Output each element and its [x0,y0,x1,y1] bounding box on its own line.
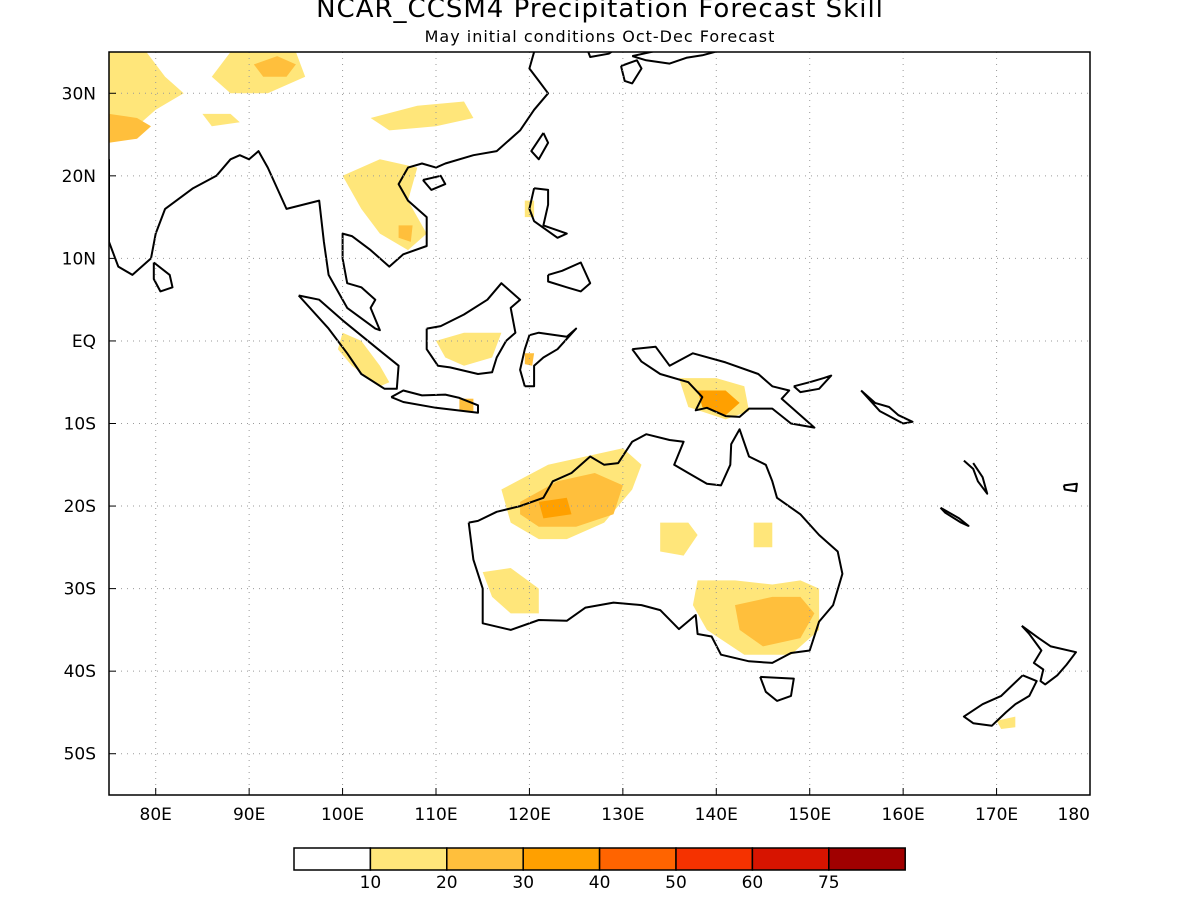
skill-region-new-zealand-spot [996,716,1016,729]
coastline-sri-lanka [152,261,174,293]
tick-label-lat: 30S [64,580,96,600]
coastline-new-guinea-coast [631,345,816,429]
tick-label-lon: 80E [140,805,172,825]
skill-region-sulawesi-spot [524,353,535,366]
colorbar-swatch [751,847,830,871]
coastline-nz-south [962,674,1038,727]
skill-region-tibet-west-core [253,56,296,77]
skill-region-india-north-core [109,113,151,143]
coastline-new-caledonia [939,506,970,527]
colorbar-swatch [446,847,524,871]
skill-region-australia-southwest [482,568,539,614]
tick-label-lon: 160E [882,805,925,825]
tick-label-lat: 10N [62,249,96,269]
colorbar-label: 40 [589,873,611,893]
plot-frame [108,51,1091,796]
coastline-india-coast [109,52,550,332]
skill-region-borneo-south [436,332,502,366]
colorbar-label: 10 [360,873,382,893]
tick-label-lat: 20S [64,497,96,517]
tick-label-lon: 100E [321,805,364,825]
tick-label-lon: 120E [508,805,551,825]
tick-label-lat: 20N [62,167,96,187]
tick-label-lat: 50S [64,745,96,765]
skill-region-australia-east-strip [660,522,698,556]
skill-region-india-north [109,52,184,135]
tick-label-lat: 30N [62,84,96,104]
colorbar-label: 75 [818,873,840,893]
colorbar-swatch [675,847,754,871]
tick-label-lon: 180 [1058,805,1090,825]
colorbar-swatch [522,847,601,871]
skill-region-australia-east-strip2 [753,522,773,548]
coastline-new-britain [793,374,833,394]
tick-label-lon: 130E [601,805,644,825]
coastline-nz-north [1021,624,1077,686]
colorbar-label: 30 [512,873,534,893]
tick-label-lat: EQ [72,332,96,352]
colorbar-swatch [598,847,677,871]
tick-label-lon: 110E [414,805,457,825]
colorbar-legend: 10 20 30 40 50 60 75 [293,847,906,893]
coastline-sulawesi [519,327,578,388]
tick-label-lon: 150E [788,805,831,825]
tick-label-lon: 170E [975,805,1018,825]
colorbar-label: 50 [665,873,687,893]
coastline-sumatra-coast [297,294,400,390]
coastline-vanuatu [963,459,989,495]
coastline-japan-honshu [631,52,718,65]
coastline-hainan [422,174,447,191]
skill-region-sumatra [337,332,390,387]
skill-region-tibet-west [211,52,306,94]
coastline-luzon [528,187,568,239]
colorbar-label: 60 [742,873,764,893]
skill-region-australia-northwest-peak [538,497,572,519]
coastline-tasmania [759,675,795,702]
skill-shading-layer [109,52,1016,729]
map-title: NCAR_CCSM4 Precipitation Forecast Skill [316,0,884,24]
tick-label-lon: 90E [233,805,265,825]
colorbar-label: 20 [436,873,458,893]
coastline-solomons [860,389,914,425]
tick-label-lat: 40S [64,662,96,682]
coastline-japan-kyushu [620,59,643,85]
skill-region-himalaya-strip [202,113,240,127]
colorbar-swatch [828,847,906,871]
skill-region-indochina-core [398,225,413,242]
coastline-fiji [1062,482,1078,493]
gridline-layer [109,52,1090,795]
coastline-australia [467,428,844,664]
coastline-taiwan [530,132,550,161]
tick-label-lat: 10S [64,415,96,435]
coastline-korea [587,52,614,58]
coastline-borneo [425,282,522,375]
tick-label-lon: 140E [695,805,738,825]
coastline-mindanao [547,261,592,293]
axis-ticks: 80E 90E 100E 110E 120E 130E 140E 150E 160E 170E 18… [62,84,1091,825]
coastline-java [390,389,479,414]
map-subtitle: May initial conditions Oct-Dec Forecast [424,27,776,46]
colorbar-swatch [293,847,372,871]
coastline-layer [109,52,1078,727]
colorbar-swatch [369,847,448,871]
skill-region-south-china [370,101,474,131]
skill-region-australia-southeast-core [735,596,815,647]
